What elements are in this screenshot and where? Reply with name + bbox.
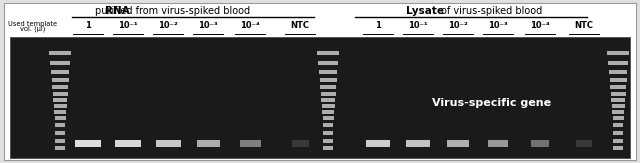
Bar [196,140,220,147]
Bar [55,139,65,143]
Bar [317,51,339,55]
Bar [321,104,335,108]
Text: RNA: RNA [104,6,129,16]
Text: 10⁻¹: 10⁻¹ [408,21,428,30]
Bar [322,110,334,114]
Text: 10⁻²: 10⁻² [448,21,468,30]
Text: vol. (µl): vol. (µl) [20,26,45,32]
Bar [323,146,333,150]
Bar [319,78,337,82]
Bar [613,146,623,150]
Bar [54,104,67,108]
Bar [609,70,627,74]
Text: NTC: NTC [575,21,593,30]
Bar [55,146,65,150]
Text: 10⁻³: 10⁻³ [488,21,508,30]
Bar [612,116,623,120]
Bar [323,123,333,127]
Bar [613,131,623,135]
Bar [611,92,625,96]
Bar [613,139,623,143]
Bar [54,116,65,120]
Text: 1: 1 [85,21,91,30]
Bar [610,85,626,89]
Bar [51,78,68,82]
Bar [611,104,625,108]
Bar [531,140,549,147]
Bar [447,140,469,147]
Bar [50,61,70,65]
Bar [51,70,69,74]
Text: NTC: NTC [291,21,310,30]
Bar [609,78,627,82]
Bar [323,116,333,120]
Bar [406,140,430,147]
Text: Virus-specific gene: Virus-specific gene [433,98,552,108]
Bar [488,140,508,147]
Bar [54,110,66,114]
Text: purified from virus-spiked blood: purified from virus-spiked blood [95,6,251,16]
Bar [608,61,628,65]
Bar [611,98,625,102]
Bar [323,139,333,143]
Bar [239,140,260,147]
Text: 10⁻⁴: 10⁻⁴ [240,21,260,30]
Bar [612,110,624,114]
Bar [607,51,629,55]
Text: 10⁻³: 10⁻³ [198,21,218,30]
Bar [318,61,338,65]
Bar [55,123,65,127]
Bar [75,140,101,147]
Text: 10⁻¹: 10⁻¹ [118,21,138,30]
Bar [156,140,180,147]
Bar [576,140,592,147]
Bar [291,140,308,147]
Bar [49,51,71,55]
Bar [10,37,630,158]
Text: of virus-spiked blood: of virus-spiked blood [442,6,543,16]
Bar [320,85,336,89]
Bar [115,140,141,147]
Bar [52,85,68,89]
Text: 1: 1 [375,21,381,30]
Text: 10⁻²: 10⁻² [158,21,178,30]
Bar [55,131,65,135]
Bar [321,98,335,102]
Bar [319,70,337,74]
Text: 10⁻⁴: 10⁻⁴ [530,21,550,30]
Bar [321,92,335,96]
Bar [323,131,333,135]
Text: Lysate: Lysate [406,6,444,16]
Bar [613,123,623,127]
Bar [52,92,67,96]
Text: Used template: Used template [8,21,58,27]
Bar [366,140,390,147]
Bar [53,98,67,102]
